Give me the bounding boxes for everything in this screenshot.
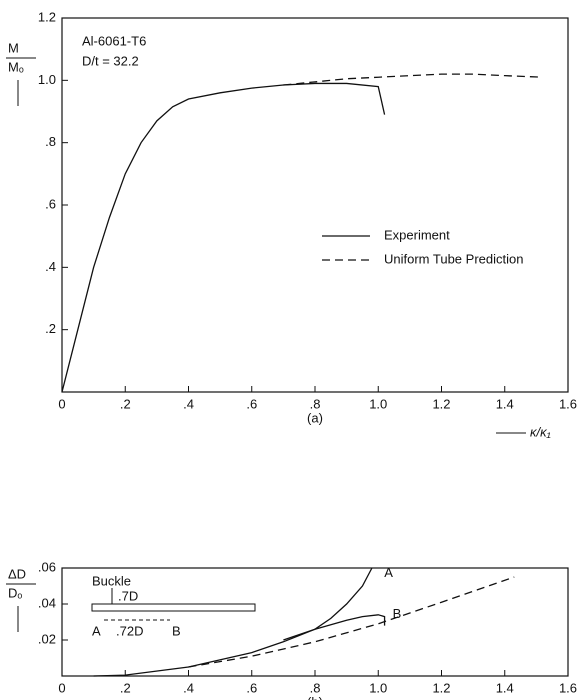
subplot-label: (a) [307, 410, 323, 425]
annotation: Buckle [92, 573, 131, 588]
y-axis-label-numerator: M [8, 40, 19, 55]
y-axis-label-numerator: ΔD [8, 566, 26, 581]
x-tick-label: 1.2 [432, 680, 450, 695]
legend-label: Experiment [384, 227, 450, 242]
y-tick-label: 1.2 [38, 9, 56, 24]
series-line [188, 576, 515, 668]
annotation: .72D [116, 623, 143, 638]
annotation: D/t = 32.2 [82, 53, 139, 68]
x-tick-label: 1.6 [559, 396, 577, 411]
series-line [93, 567, 373, 677]
x-tick-label: 1.0 [369, 396, 387, 411]
x-tick-label: 0 [58, 680, 65, 695]
x-tick-label: 1.2 [432, 396, 450, 411]
x-tick-label: 1.0 [369, 680, 387, 695]
annotation: B [172, 623, 181, 638]
legend-label: Uniform Tube Prediction [384, 251, 523, 266]
series-line [283, 73, 543, 86]
series-line [61, 82, 386, 393]
curve-label: A [384, 565, 393, 580]
x-tick-label: 1.4 [496, 396, 514, 411]
annotation: A [92, 623, 101, 638]
y-tick-label: .2 [45, 321, 56, 336]
y-tick-label: 1.0 [38, 72, 56, 87]
x-tick-label: 1.4 [496, 680, 514, 695]
x-tick-label: .2 [120, 396, 131, 411]
y-tick-label: .02 [38, 631, 56, 646]
curve-label: B [393, 606, 402, 621]
tube-sketch [91, 603, 256, 612]
x-axis-label: κ/κ₁ [530, 424, 551, 439]
y-tick-label: .04 [38, 595, 56, 610]
x-tick-label: .4 [183, 680, 194, 695]
subplot-label: (b) [307, 694, 323, 700]
annotation: .7D [118, 588, 138, 603]
x-tick-label: .4 [183, 396, 194, 411]
x-tick-label: .8 [310, 396, 321, 411]
y-axis-label-denominator: Dₒ [8, 585, 22, 600]
x-tick-label: 1.6 [559, 680, 577, 695]
x-tick-label: .2 [120, 680, 131, 695]
y-tick-label: .06 [38, 559, 56, 574]
x-tick-label: 0 [58, 396, 65, 411]
plot-frame [61, 17, 569, 393]
x-tick-label: .6 [246, 680, 257, 695]
x-tick-label: .8 [310, 680, 321, 695]
x-tick-label: .6 [246, 396, 257, 411]
series-line [283, 614, 386, 641]
annotation: Al-6061-T6 [82, 33, 146, 48]
y-tick-label: .4 [45, 259, 56, 274]
y-axis-label-denominator: Mₒ [8, 59, 24, 74]
y-tick-label: .6 [45, 196, 56, 211]
y-tick-label: .8 [45, 134, 56, 149]
